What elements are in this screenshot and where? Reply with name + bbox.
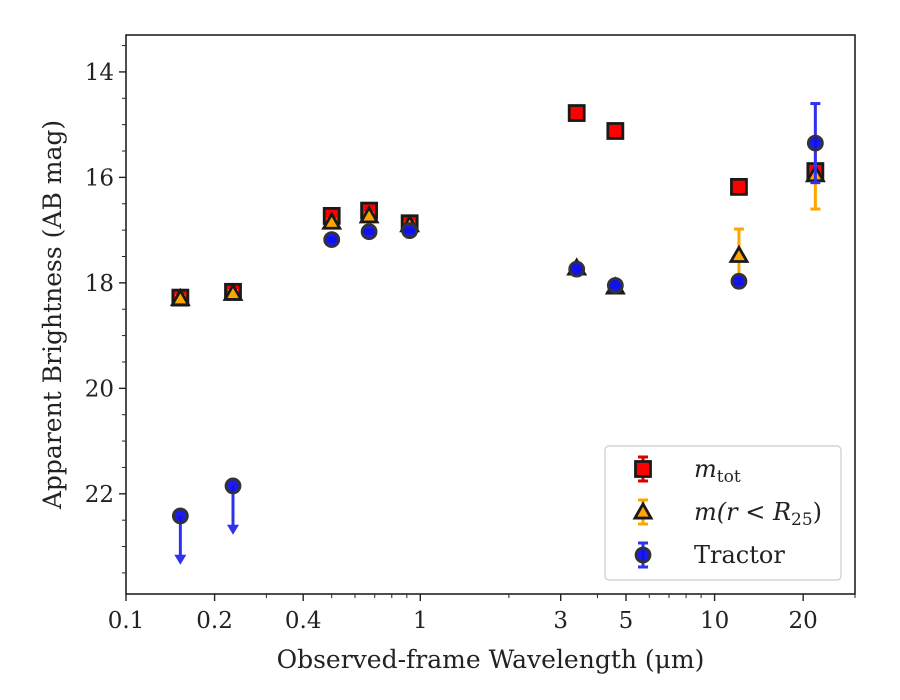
y-axis-label: Apparent Brightness (AB mag) (38, 120, 67, 510)
y-tick-label: 14 (85, 60, 114, 86)
data-point-triangle (222, 282, 244, 301)
ticks-layer: 0.1 0.2 0.4 1 3 5 10 20 14 16 18 20 22 (85, 45, 856, 634)
series-square (171, 104, 825, 307)
data-point-circle (224, 477, 242, 495)
data-point-square (606, 122, 625, 140)
legend-entry: m(r < R25) (632, 498, 822, 530)
y-tick-label: 22 (85, 482, 114, 508)
legend-marker-circle (634, 546, 652, 564)
data-point-triangle (169, 287, 191, 307)
legend-entry: Tractor (634, 541, 785, 569)
legend-label: Tractor (694, 541, 785, 569)
legend-marker-square (634, 460, 652, 478)
legend-box (604, 445, 842, 581)
x-tick-label: 20 (789, 608, 818, 634)
legend-label: m(r < R25) (694, 498, 822, 530)
data-point-circle (806, 134, 824, 152)
axes-frame (125, 34, 856, 595)
series-circle (171, 102, 824, 565)
data-point-circle (401, 222, 419, 240)
upper-limit-arrowhead (227, 524, 240, 535)
data-point-triangle (321, 211, 343, 230)
legend-entries: mtot m(r < R25) Tractor (632, 455, 822, 569)
data-point-circle (171, 507, 189, 525)
legend: mtot m(r < R25) Tractor (604, 445, 842, 581)
data-point-triangle (728, 244, 750, 263)
x-tick-label: 1 (413, 608, 428, 634)
x-tick-label: 5 (619, 608, 634, 634)
x-tick-label: 0.4 (285, 608, 322, 634)
data-point-square (567, 104, 586, 122)
data-point-circle (606, 277, 624, 294)
y-tick-label: 20 (85, 376, 114, 402)
data-point-circle (568, 260, 586, 278)
data-point-circle (730, 272, 748, 290)
data-point-square (730, 177, 748, 196)
y-tick-label: 18 (85, 271, 114, 297)
x-tick-label: 3 (553, 608, 568, 634)
x-tick-label: 0.2 (196, 608, 233, 634)
marks-layer (169, 102, 826, 565)
data-point-circle (360, 223, 378, 241)
x-axis-label: Observed-frame Wavelength (μm) (277, 645, 705, 674)
data-point-circle (323, 231, 341, 249)
legend-entry: mtot (634, 455, 741, 487)
data-point-triangle (358, 205, 380, 224)
x-tick-label: 0.1 (108, 608, 145, 634)
y-tick-label: 16 (85, 165, 114, 191)
legend-marker-triangle (632, 501, 654, 520)
legend-label: mtot (694, 455, 741, 487)
upper-limit-arrowhead (174, 554, 187, 565)
x-tick-label: 10 (700, 608, 729, 634)
series-triangle (169, 138, 826, 307)
